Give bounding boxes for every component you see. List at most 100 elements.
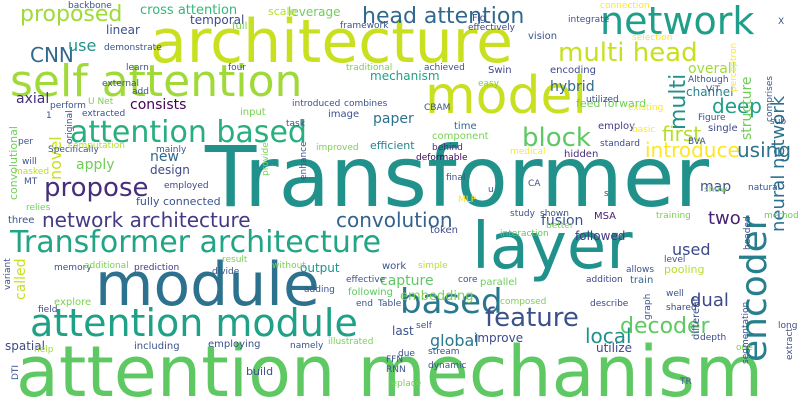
- word: input: [240, 107, 266, 118]
- word: core: [458, 275, 478, 285]
- word: global: [430, 331, 479, 350]
- word: interaction: [500, 229, 549, 239]
- word: 1: [46, 111, 52, 121]
- word: headed: [743, 216, 753, 250]
- word: hidden: [564, 149, 599, 160]
- word: block: [522, 123, 591, 153]
- word: utilize: [596, 341, 632, 355]
- word: explore: [54, 297, 92, 308]
- word: utilized: [586, 95, 619, 105]
- word: leverage: [288, 5, 341, 19]
- word: architecture: [150, 7, 514, 77]
- word: multi head: [558, 38, 698, 68]
- word: mechanism: [370, 69, 440, 83]
- word: easy: [478, 79, 500, 89]
- word: temporal: [190, 13, 245, 27]
- word: Transformer architecture: [10, 225, 382, 260]
- word: employing: [208, 339, 261, 350]
- word: comprises: [765, 75, 775, 122]
- word: extracted: [82, 109, 126, 119]
- word: existing: [628, 103, 664, 113]
- word: MLP: [458, 195, 477, 205]
- word: prediction: [134, 263, 180, 273]
- word: Table: [378, 299, 402, 309]
- word: convolution: [336, 208, 453, 232]
- word: training: [656, 211, 691, 221]
- word: integrate: [568, 15, 610, 25]
- word: CBAM: [424, 103, 451, 113]
- word: adding: [304, 285, 335, 295]
- word: CA: [528, 179, 541, 189]
- word: consists: [130, 97, 187, 113]
- word: simple: [418, 261, 448, 271]
- word: train: [630, 275, 654, 286]
- word: RNN: [386, 365, 406, 375]
- word: study: [510, 209, 535, 219]
- word: first: [662, 122, 702, 146]
- word: divide: [212, 267, 240, 277]
- word: namely: [290, 341, 324, 351]
- word: variant: [3, 258, 13, 290]
- word: Figure: [698, 113, 726, 123]
- word: graph: [643, 293, 653, 320]
- word: perform: [50, 101, 86, 111]
- word: dual: [690, 290, 729, 311]
- word: improve: [474, 331, 524, 345]
- word: four: [228, 63, 247, 73]
- word: u: [488, 185, 494, 195]
- word: memory: [54, 263, 92, 273]
- word: network: [600, 0, 755, 43]
- word: basic: [632, 125, 656, 135]
- word: learn: [126, 63, 149, 73]
- word: output: [300, 261, 340, 275]
- word: due: [398, 349, 415, 359]
- word: ViT: [706, 85, 720, 95]
- word: method: [764, 211, 799, 221]
- word: additional: [84, 261, 129, 271]
- word: dynamic: [428, 361, 467, 371]
- word: natural: [748, 183, 781, 193]
- word: medical: [510, 147, 546, 157]
- word: introduce: [645, 138, 740, 162]
- word: single: [708, 123, 738, 134]
- word: efficient: [370, 139, 415, 152]
- word: end: [356, 299, 373, 309]
- word: U Net: [88, 97, 114, 107]
- word: effectively: [468, 23, 515, 33]
- word: attention based: [70, 115, 307, 150]
- word: selection: [632, 33, 673, 43]
- word: linear: [106, 23, 140, 37]
- word: MSA: [594, 211, 617, 222]
- word: will: [22, 157, 37, 167]
- word: final: [446, 173, 466, 183]
- word: MT: [24, 177, 38, 187]
- word: stream: [428, 347, 460, 357]
- word: hybrid: [550, 79, 595, 95]
- word: embedding: [400, 289, 474, 304]
- word: build: [246, 365, 274, 378]
- word: X: [778, 17, 785, 27]
- word: deep: [712, 94, 762, 118]
- word: demonstrate: [104, 43, 162, 53]
- word: based: [400, 282, 503, 322]
- word: multi: [666, 73, 691, 130]
- word: connection: [600, 1, 650, 11]
- word: called: [13, 258, 29, 300]
- word: FFN: [386, 355, 404, 365]
- word: one: [736, 343, 753, 353]
- word: self: [416, 321, 432, 331]
- word: proposed: [20, 2, 123, 27]
- word: s: [604, 189, 609, 199]
- word: novel: [46, 136, 65, 180]
- word: followed: [575, 229, 626, 243]
- word: feature: [485, 303, 579, 333]
- word: fusion: [541, 213, 584, 229]
- word: original: [65, 110, 75, 144]
- word: layer: [472, 210, 633, 284]
- word: better: [546, 221, 574, 231]
- word: model: [425, 66, 587, 126]
- word: level: [664, 255, 686, 265]
- word: segmentation: [741, 301, 751, 364]
- word: Specifically: [48, 145, 99, 155]
- word: traditional: [346, 63, 393, 73]
